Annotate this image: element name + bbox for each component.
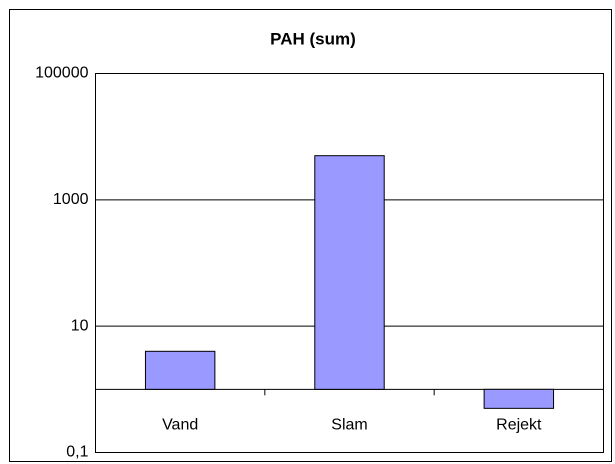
x-tick-label: Rejekt bbox=[496, 417, 542, 434]
y-tick-label: 10 bbox=[71, 317, 89, 334]
y-tick-label: 1000 bbox=[53, 191, 89, 208]
y-tick-label: 100000 bbox=[35, 65, 88, 82]
y-tick-label: 0,1 bbox=[66, 444, 88, 461]
chart-frame bbox=[9, 9, 612, 462]
bar bbox=[314, 155, 385, 390]
x-tick-label: Vand bbox=[162, 417, 198, 434]
x-tick-label: Slam bbox=[331, 417, 367, 434]
bar bbox=[483, 388, 555, 409]
bar bbox=[144, 350, 216, 390]
chart-title: PAH (sum) bbox=[270, 29, 356, 48]
